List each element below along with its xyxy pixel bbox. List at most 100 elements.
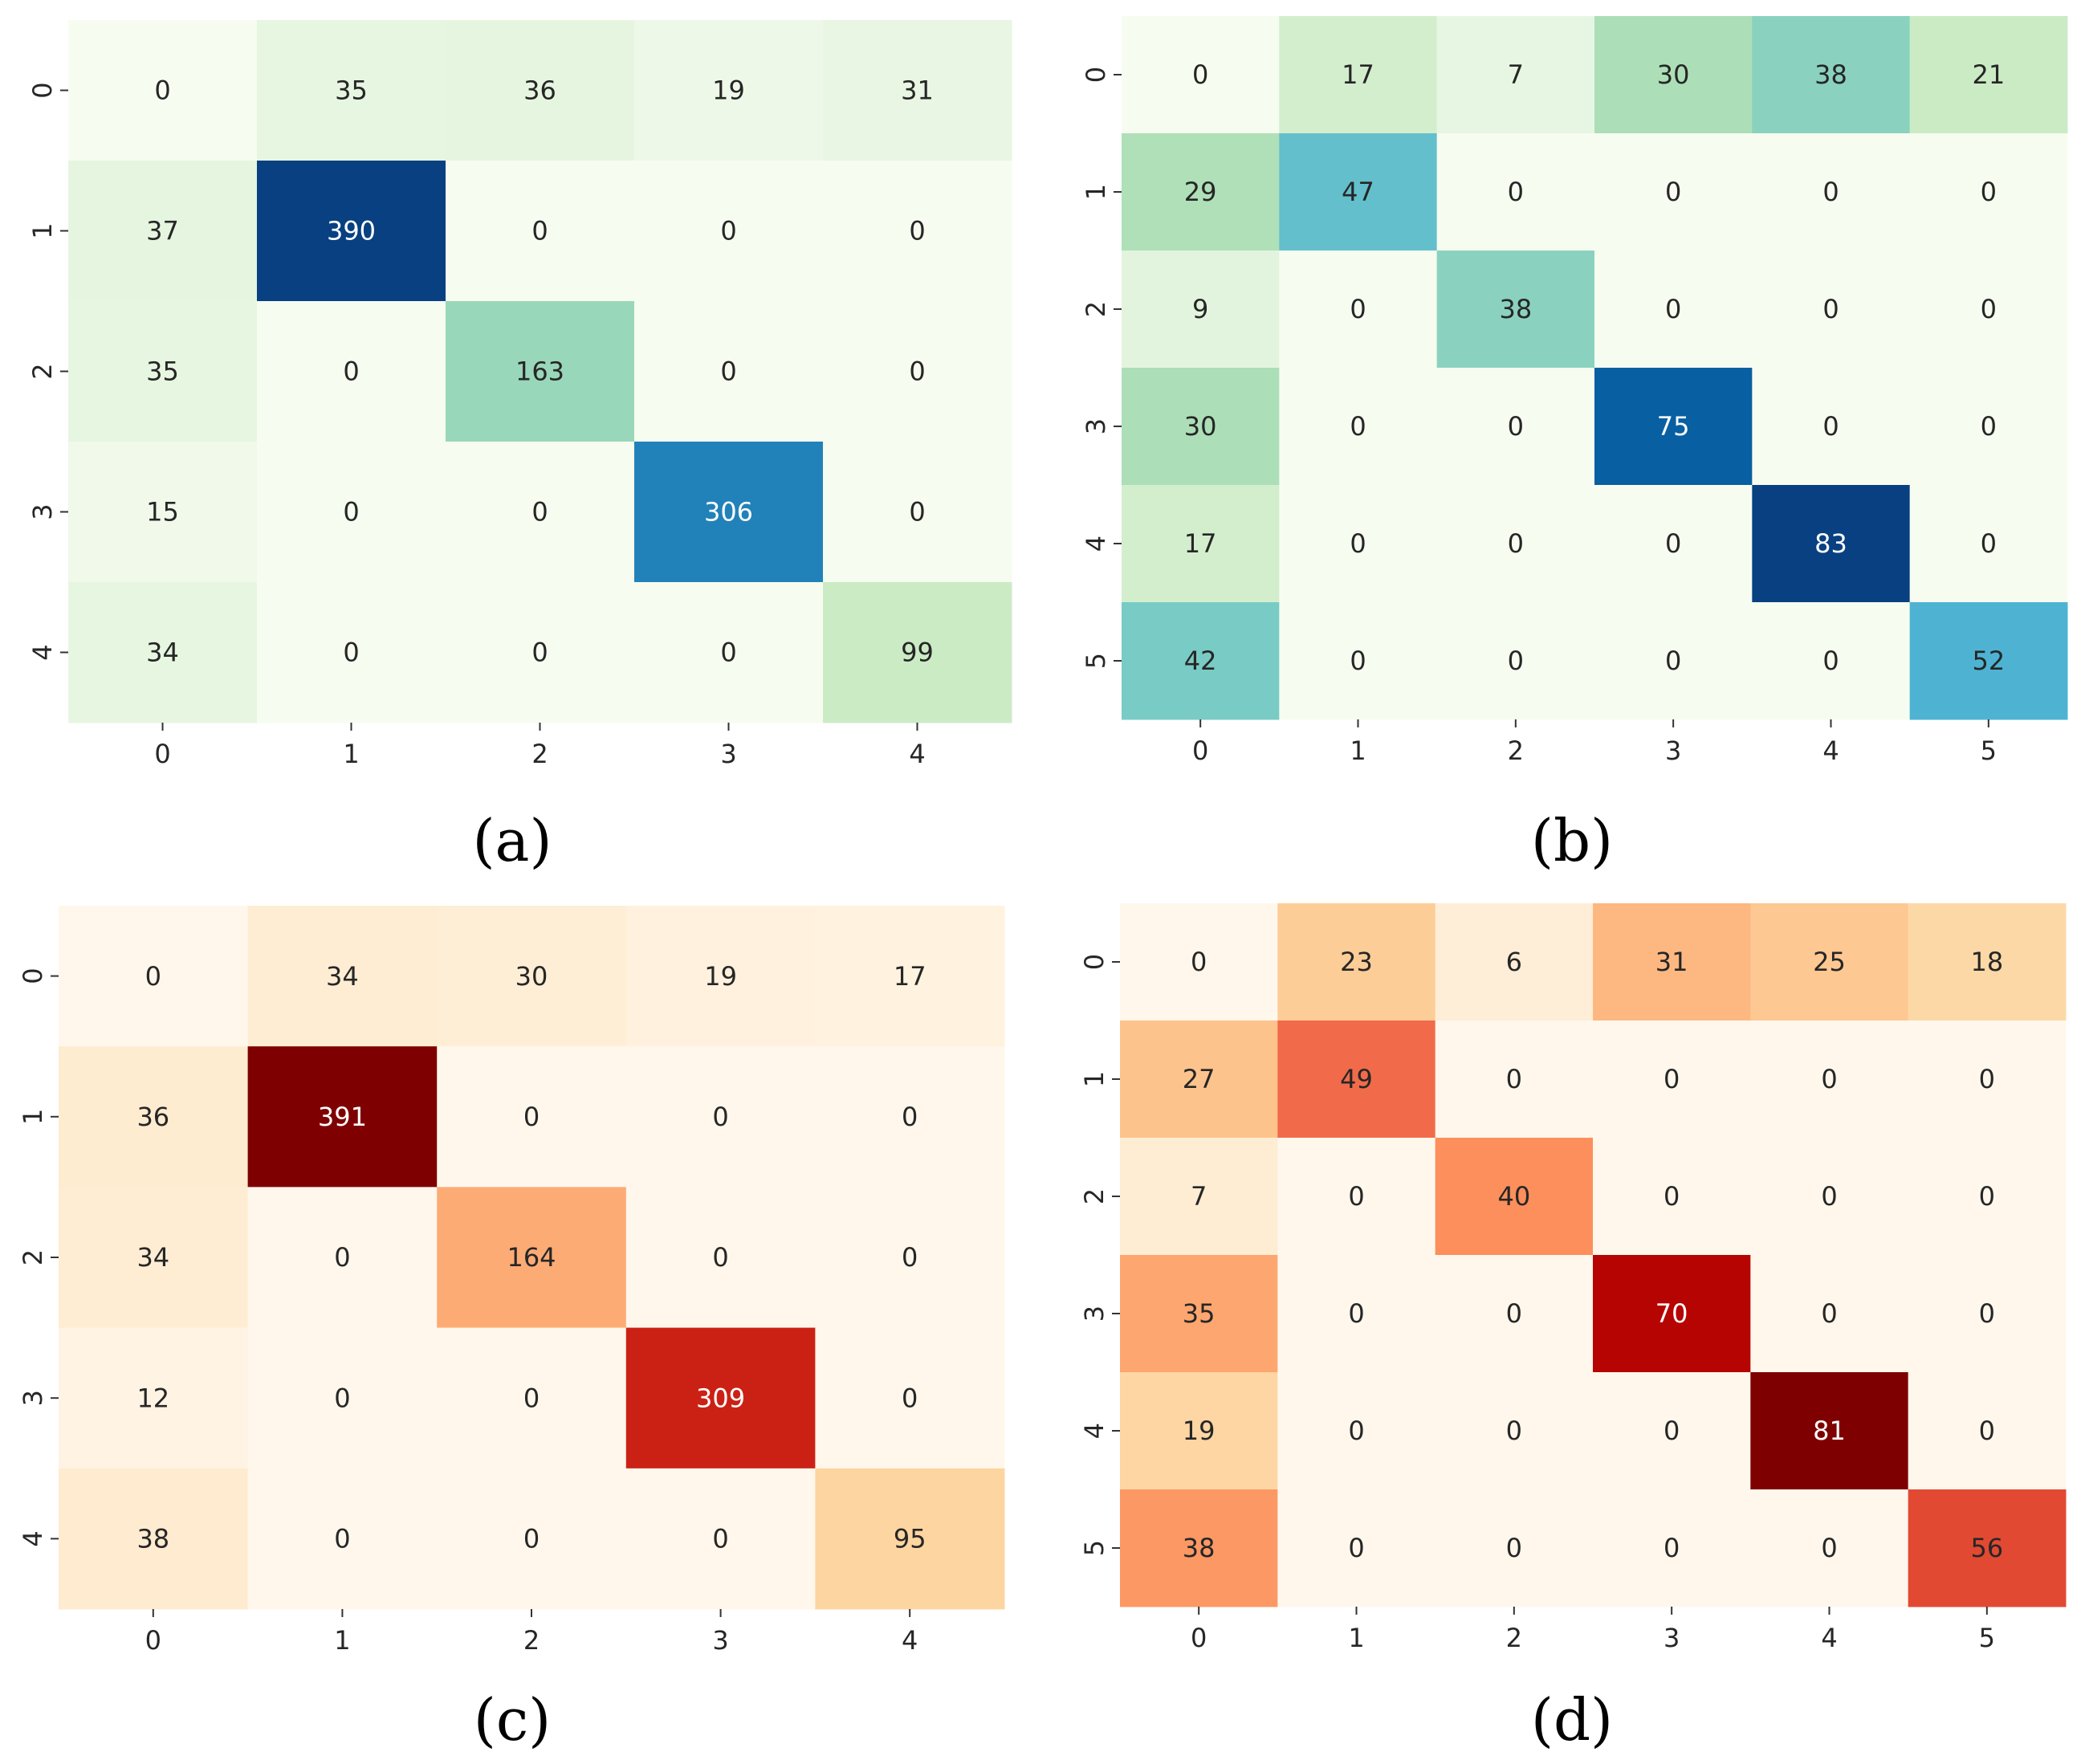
cell-value-label: 0 (1664, 1533, 1680, 1563)
heatmap-cell (1435, 1255, 1594, 1373)
heatmap-cell (1277, 1021, 1436, 1139)
cell-value-label: 0 (1821, 1533, 1837, 1563)
x-tick-label: 0 (1191, 1623, 1207, 1653)
y-tick-label: 3 (1079, 1306, 1110, 1322)
heatmap-cell (823, 582, 1012, 723)
heatmap-cell (1122, 16, 1280, 134)
heatmap-cell (446, 20, 635, 161)
heatmap-cell (1279, 251, 1438, 369)
cell-value-label: 30 (515, 961, 548, 992)
heatmap-cell (815, 1327, 1005, 1469)
y-tick-label: 2 (18, 1249, 48, 1265)
cell-value-label: 0 (909, 497, 925, 528)
cell-value-label: 0 (154, 75, 170, 106)
y-tick-label: 4 (18, 1530, 48, 1546)
x-tick-label: 5 (1979, 1623, 1995, 1653)
x-tick-label: 1 (334, 1625, 350, 1656)
heatmap-cell (815, 906, 1005, 1047)
heatmap-cell (625, 906, 816, 1047)
cell-value-label: 0 (1822, 411, 1839, 442)
cell-value-label: 81 (1813, 1416, 1846, 1446)
caption-d: (d) (1530, 1686, 1614, 1754)
cell-value-label: 0 (1821, 1064, 1837, 1094)
cell-value-label: 0 (902, 1102, 918, 1132)
heatmap-cell (257, 301, 446, 442)
y-tick-label: 4 (1081, 536, 1111, 552)
heatmap-cell (247, 906, 438, 1047)
heatmap-cell (1120, 1255, 1278, 1373)
cell-value-label: 0 (1821, 1181, 1837, 1212)
cell-value-label: 7 (1508, 59, 1524, 90)
y-tick-label: 4 (27, 644, 58, 660)
heatmap-cell (1436, 133, 1595, 251)
cell-value-label: 0 (343, 356, 359, 387)
cell-value-label: 0 (1821, 1298, 1837, 1329)
heatmap-cell (1909, 251, 2068, 369)
heatmap-cell (823, 161, 1012, 302)
cell-value-label: 35 (146, 356, 179, 387)
caption-a: (a) (472, 807, 552, 874)
cell-value-label: 0 (1506, 1298, 1522, 1329)
heatmap-cell (1594, 16, 1753, 134)
cell-value-label: 0 (1665, 528, 1681, 559)
cell-value-label: 0 (1348, 1298, 1364, 1329)
cell-value-label: 38 (1814, 59, 1847, 90)
heatmap-cell (815, 1187, 1005, 1329)
heatmap-cell (247, 1046, 438, 1188)
heatmap-cell (1279, 133, 1438, 251)
heatmap-cell (634, 161, 824, 302)
heatmap-cell (1435, 1372, 1594, 1490)
x-tick-label: 4 (909, 739, 925, 769)
cell-value-label: 40 (1497, 1181, 1530, 1212)
heatmap-cell (1908, 1372, 2067, 1490)
cell-value-label: 0 (902, 1242, 918, 1273)
cell-value-label: 0 (523, 1383, 540, 1413)
heatmap-cell (1277, 1255, 1436, 1373)
cell-value-label: 19 (712, 75, 745, 106)
heatmap-cell (1750, 903, 1909, 1021)
cell-value-label: 0 (909, 216, 925, 246)
cell-value-label: 0 (1664, 1181, 1680, 1212)
cell-value-label: 0 (523, 1524, 540, 1554)
heatmap-cell (1909, 602, 2068, 720)
cell-value-label: 17 (894, 961, 926, 992)
cell-value-label: 0 (1981, 411, 1997, 442)
heatmap-cell (1436, 16, 1595, 134)
heatmap-cell (625, 1046, 816, 1188)
cell-value-label: 0 (909, 356, 925, 387)
cell-value-label: 70 (1655, 1298, 1688, 1329)
heatmap-cell (1594, 133, 1753, 251)
x-tick-label: 2 (531, 739, 548, 769)
cell-value-label: 0 (1508, 411, 1524, 442)
y-tick-label: 3 (1081, 418, 1111, 434)
cell-value-label: 0 (1348, 1181, 1364, 1212)
heatmap-cell (823, 442, 1012, 583)
heatmap-cell (1279, 485, 1438, 603)
heatmap-cell (1279, 602, 1438, 720)
heatmap-cell (1752, 368, 1911, 486)
cell-value-label: 47 (1342, 177, 1374, 207)
cell-value-label: 309 (696, 1383, 745, 1413)
heatmap-cell (1909, 485, 2068, 603)
heatmap-cell (1909, 133, 2068, 251)
cell-value-label: 0 (1508, 177, 1524, 207)
cell-value-label: 0 (1822, 294, 1839, 324)
heatmap-cell (68, 20, 258, 161)
x-tick-label: 3 (1664, 1623, 1680, 1653)
cell-value-label: 0 (1979, 1416, 1995, 1446)
cell-value-label: 35 (335, 75, 368, 106)
x-tick-label: 1 (1348, 1623, 1364, 1653)
cell-value-label: 34 (136, 1242, 169, 1273)
heatmap-cell (1752, 602, 1911, 720)
cell-value-label: 0 (720, 216, 736, 246)
cell-value-label: 0 (712, 1102, 728, 1132)
cell-value-label: 18 (1970, 947, 2003, 977)
cell-value-label: 0 (531, 216, 548, 246)
heatmap-cell (247, 1468, 438, 1610)
x-tick-label: 1 (343, 739, 359, 769)
heatmap-cell (68, 301, 258, 442)
heatmap-cell (1594, 602, 1753, 720)
cell-value-label: 0 (1664, 1416, 1680, 1446)
